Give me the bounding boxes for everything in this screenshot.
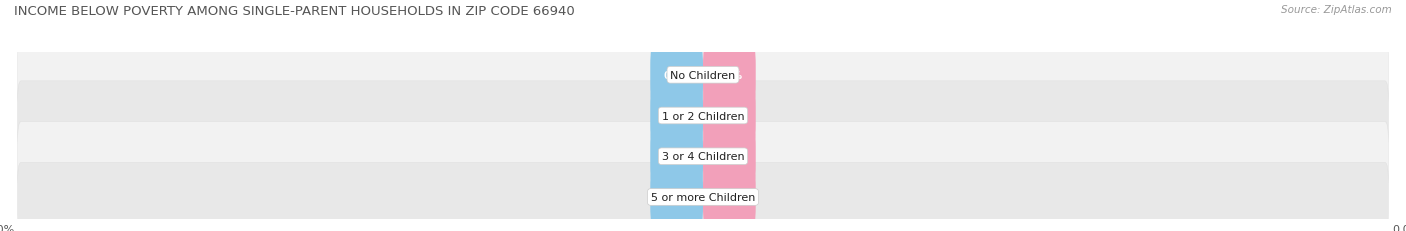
FancyBboxPatch shape	[650, 167, 703, 227]
Text: 0.0%: 0.0%	[664, 192, 690, 202]
Text: Source: ZipAtlas.com: Source: ZipAtlas.com	[1281, 5, 1392, 15]
FancyBboxPatch shape	[650, 86, 703, 146]
Text: 0.0%: 0.0%	[716, 192, 742, 202]
FancyBboxPatch shape	[650, 46, 703, 106]
FancyBboxPatch shape	[17, 41, 1389, 110]
Text: No Children: No Children	[671, 70, 735, 80]
FancyBboxPatch shape	[17, 82, 1389, 150]
Text: 3 or 4 Children: 3 or 4 Children	[662, 152, 744, 161]
FancyBboxPatch shape	[703, 46, 756, 106]
Text: 0.0%: 0.0%	[664, 152, 690, 161]
Text: INCOME BELOW POVERTY AMONG SINGLE-PARENT HOUSEHOLDS IN ZIP CODE 66940: INCOME BELOW POVERTY AMONG SINGLE-PARENT…	[14, 5, 575, 18]
Text: 5 or more Children: 5 or more Children	[651, 192, 755, 202]
Text: 0.0%: 0.0%	[664, 111, 690, 121]
FancyBboxPatch shape	[703, 127, 756, 187]
FancyBboxPatch shape	[703, 167, 756, 227]
Text: 1 or 2 Children: 1 or 2 Children	[662, 111, 744, 121]
Text: 0.0%: 0.0%	[716, 111, 742, 121]
Text: 0.0%: 0.0%	[716, 152, 742, 161]
FancyBboxPatch shape	[650, 127, 703, 187]
Text: 0.0%: 0.0%	[716, 70, 742, 80]
FancyBboxPatch shape	[17, 163, 1389, 231]
Text: 0.0%: 0.0%	[664, 70, 690, 80]
FancyBboxPatch shape	[17, 122, 1389, 191]
FancyBboxPatch shape	[703, 86, 756, 146]
